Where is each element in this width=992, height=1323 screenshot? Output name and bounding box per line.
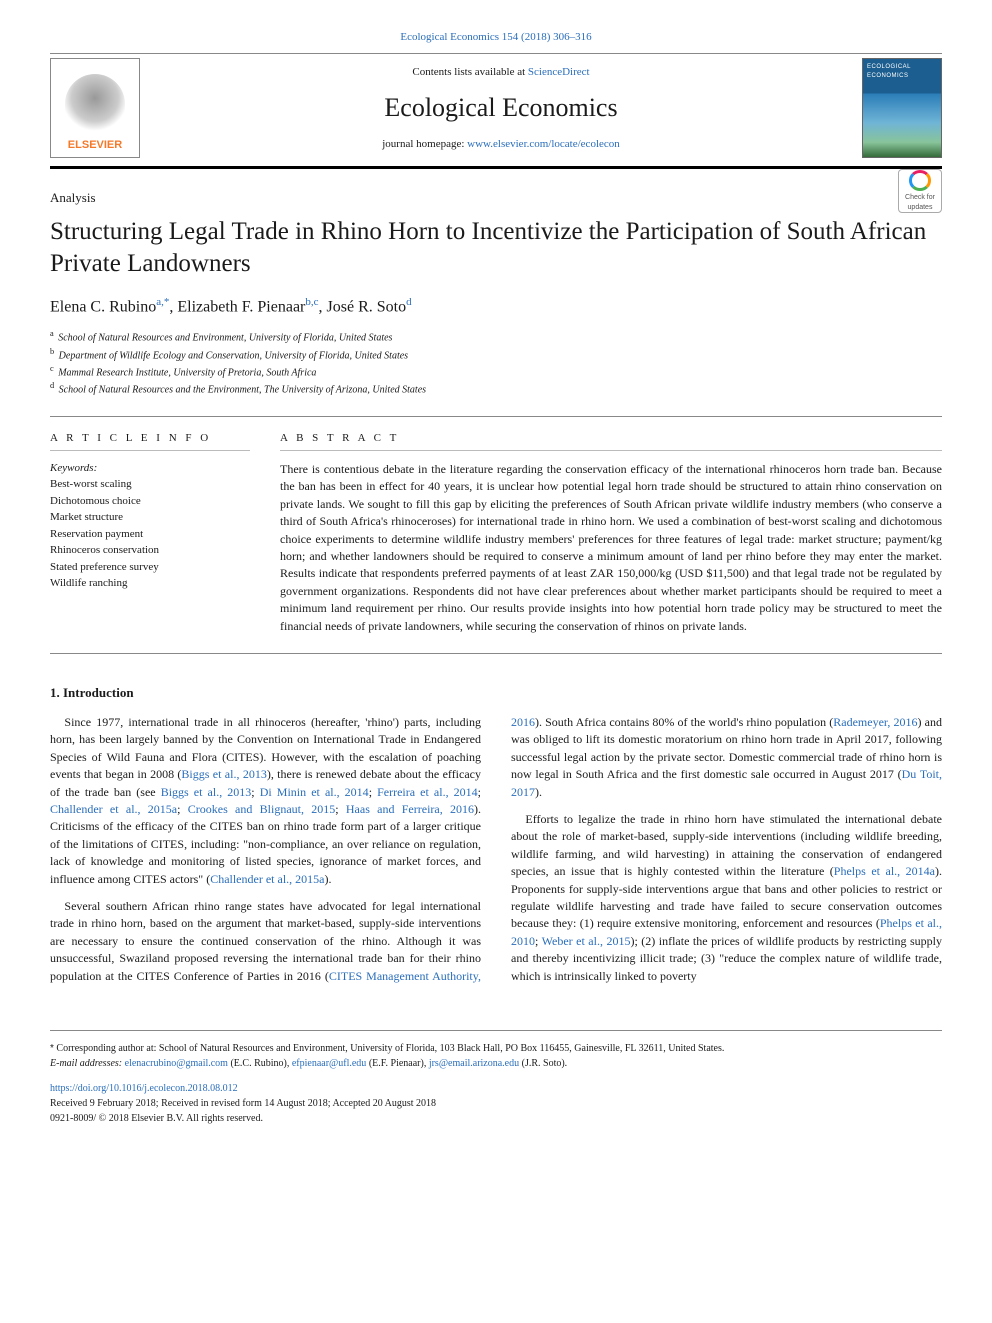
elsevier-logo-text: ELSEVIER — [68, 138, 122, 153]
article-info-heading: A R T I C L E I N F O — [50, 431, 250, 451]
copyright-line: 0921-8009/ © 2018 Elsevier B.V. All righ… — [50, 1111, 942, 1126]
email-label: E-mail addresses: — [50, 1058, 125, 1069]
keyword-item: Stated preference survey — [50, 559, 250, 576]
check-for-updates-badge[interactable]: Check for updates — [898, 169, 942, 213]
article-title: Structuring Legal Trade in Rhino Horn to… — [50, 216, 942, 281]
page-footer: * Corresponding author at: School of Nat… — [50, 1030, 942, 1126]
homepage-line: journal homepage: www.elsevier.com/locat… — [160, 137, 842, 152]
elsevier-tree-icon — [65, 74, 125, 134]
abstract-text: There is contentious debate in the liter… — [280, 461, 942, 635]
keywords-label: Keywords: — [50, 461, 250, 476]
keyword-item: Wildlife ranching — [50, 575, 250, 592]
keyword-item: Dichotomous choice — [50, 493, 250, 510]
email-link[interactable]: jrs@email.arizona.edu — [429, 1058, 519, 1069]
corresponding-author: * Corresponding author at: School of Nat… — [50, 1041, 942, 1056]
abstract-column: A B S T R A C T There is contentious deb… — [280, 431, 942, 635]
keywords-list: Best-worst scalingDichotomous choiceMark… — [50, 476, 250, 592]
corresponding-text: Corresponding author at: School of Natur… — [56, 1043, 724, 1054]
keyword-item: Best-worst scaling — [50, 476, 250, 493]
keyword-item: Rhinoceros conservation — [50, 542, 250, 559]
affiliation-d: d School of Natural Resources and the En… — [50, 380, 942, 397]
email-link[interactable]: efpienaar@ufl.edu — [292, 1058, 366, 1069]
doi-link[interactable]: https://doi.org/10.1016/j.ecolecon.2018.… — [50, 1081, 942, 1096]
keyword-item: Market structure — [50, 509, 250, 526]
affiliation-c: c Mammal Research Institute, University … — [50, 363, 942, 380]
doi-url[interactable]: https://doi.org/10.1016/j.ecolecon.2018.… — [50, 1083, 238, 1094]
email-link[interactable]: elenacrubino@gmail.com — [125, 1058, 228, 1069]
body-paragraph: Since 1977, international trade in all r… — [50, 714, 481, 888]
corresponding-marker: * — [50, 1043, 54, 1054]
keyword-item: Reservation payment — [50, 526, 250, 543]
email-line: E-mail addresses: elenacrubino@gmail.com… — [50, 1056, 942, 1071]
article-history: Received 9 February 2018; Received in re… — [50, 1096, 942, 1111]
affiliation-a: a School of Natural Resources and Enviro… — [50, 328, 942, 345]
affiliations: a School of Natural Resources and Enviro… — [50, 328, 942, 397]
contents-line: Contents lists available at ScienceDirec… — [160, 65, 842, 80]
homepage-link[interactable]: www.elsevier.com/locate/ecolecon — [467, 138, 620, 150]
body-paragraph: Efforts to legalize the trade in rhino h… — [511, 811, 942, 985]
journal-name: Ecological Economics — [160, 90, 842, 126]
header-center: Contents lists available at ScienceDirec… — [140, 65, 862, 152]
crossmark-ring-icon — [909, 170, 931, 190]
article-type: Analysis — [50, 189, 942, 207]
homepage-prefix: journal homepage: — [382, 138, 467, 150]
contents-prefix: Contents lists available at — [412, 66, 527, 78]
journal-issue-link[interactable]: Ecological Economics 154 (2018) 306–316 — [50, 30, 942, 45]
article-info-column: A R T I C L E I N F O Keywords: Best-wor… — [50, 431, 250, 635]
authors-line: Elena C. Rubinoa,*, Elizabeth F. Pienaar… — [50, 295, 942, 319]
issue-link-text[interactable]: Ecological Economics 154 (2018) 306–316 — [400, 31, 591, 43]
section-1-heading: 1. Introduction — [50, 684, 942, 702]
info-abstract-row: A R T I C L E I N F O Keywords: Best-wor… — [50, 416, 942, 654]
abstract-heading: A B S T R A C T — [280, 431, 942, 451]
journal-header: ELSEVIER Contents lists available at Sci… — [50, 53, 942, 169]
affiliation-b: b Department of Wildlife Ecology and Con… — [50, 346, 942, 363]
check-updates-label: Check for updates — [899, 193, 941, 213]
introduction-section: 1. Introduction Since 1977, internationa… — [50, 684, 942, 990]
body-two-column: Since 1977, international trade in all r… — [50, 714, 942, 990]
elsevier-logo[interactable]: ELSEVIER — [50, 58, 140, 158]
sciencedirect-link[interactable]: ScienceDirect — [528, 66, 590, 78]
journal-cover-thumbnail[interactable] — [862, 58, 942, 158]
